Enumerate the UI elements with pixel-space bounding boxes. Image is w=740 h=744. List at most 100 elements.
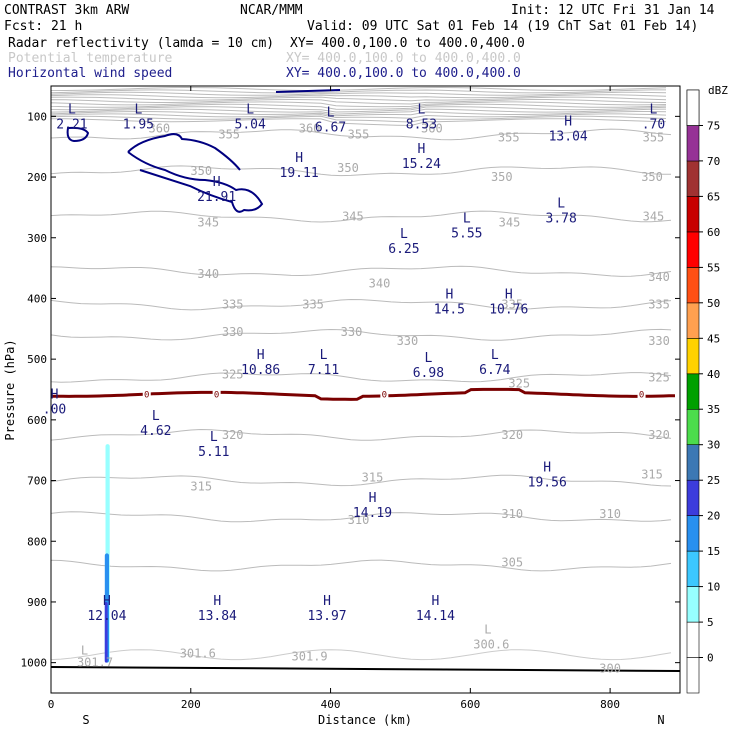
theta-extremum: L <box>81 644 88 658</box>
theta-contour <box>51 511 672 523</box>
theta-label: 360 <box>421 121 443 135</box>
wind-extremum-type: L <box>650 102 658 117</box>
theta-contour <box>51 165 671 177</box>
wind-extremum-type: L <box>417 102 425 117</box>
theta-label: 335 <box>222 298 244 312</box>
wind-extremum-value: 19.56 <box>528 475 567 490</box>
y-tick-label: 400 <box>27 292 47 305</box>
colorbar-label: 65 <box>707 190 720 203</box>
colorbar-swatch <box>686 586 700 623</box>
theta-extremum: L <box>484 622 491 636</box>
theta-label: 301.9 <box>292 650 328 664</box>
wind-extremum-type: H <box>51 388 59 403</box>
theta-contour-upper <box>51 110 667 117</box>
wind-extremum-value: .70 <box>642 117 665 132</box>
colorbar-label: 60 <box>707 226 720 239</box>
theta-label: 360 <box>148 121 170 135</box>
theta-contour <box>51 128 672 141</box>
theta-contour-upper <box>51 96 667 102</box>
freezing-level-label-bg <box>142 389 151 399</box>
theta-contour-upper <box>51 98 667 105</box>
colorbar-swatch <box>686 408 700 446</box>
theta-label: 301.7 <box>77 656 113 670</box>
field-name-reflectivity: Radar reflectivity (lamda = 10 cm) <box>8 36 274 51</box>
theta-contour <box>51 474 672 487</box>
wind-extremum-value: 21.91 <box>197 190 236 205</box>
colorbar-swatch <box>686 302 700 339</box>
wind-extremum-type: H <box>103 594 111 609</box>
theta-contour-upper <box>51 94 667 99</box>
wind-extremum-value: 13.84 <box>198 609 237 624</box>
theta-contour <box>51 265 672 277</box>
theta-contour-surface <box>51 649 672 661</box>
theta-contour-upper <box>51 101 667 108</box>
x-tick-label: 800 <box>600 698 620 711</box>
colorbar-label: 70 <box>707 155 720 168</box>
colorbar-bottom-swatch <box>686 657 700 694</box>
wind-extremum-type: H <box>213 594 221 609</box>
colorbar-label: 50 <box>707 297 720 310</box>
theta-label: 350 <box>491 170 513 184</box>
field-xy-reflectivity: XY= 400.0,100.0 to 400.0,400.0 <box>290 36 525 51</box>
freezing-level-label: 0 <box>382 390 387 400</box>
wind-extremum-value: 3.78 <box>546 211 577 226</box>
x-tick-label: 0 <box>48 698 55 711</box>
init-time: Init: 12 UTC Fri 31 Jan 14 <box>511 3 715 18</box>
theta-contour-upper <box>51 108 667 115</box>
wind-extremum-value: 10.86 <box>241 363 280 378</box>
colorbar-label: 55 <box>707 261 720 274</box>
theta-label: 315 <box>362 471 384 485</box>
theta-contour-upper <box>51 91 667 96</box>
theta-label: 325 <box>648 370 670 384</box>
wind-extremum-value: 1.95 <box>123 117 154 132</box>
y-tick-label: 800 <box>27 535 47 548</box>
colorbar-swatch <box>686 373 700 410</box>
theta-label: 315 <box>190 480 212 494</box>
wind-extremum-type: L <box>463 212 471 227</box>
field-xy-theta: XY= 400.0,100.0 to 400.0,400.0 <box>286 51 521 66</box>
wind-extremum-value: 12.04 <box>87 609 126 624</box>
wind-extremum-value: 5.04 <box>235 117 266 132</box>
wind-extremum-value: 5.55 <box>451 227 482 242</box>
wind-extremum-value: 6.74 <box>479 363 510 378</box>
colorbar-swatch <box>686 125 700 162</box>
wind-extremum-type: H <box>295 151 303 166</box>
wind-extremum-value: 7.11 <box>308 363 339 378</box>
y-tick-label: 200 <box>27 171 47 184</box>
wind-extremum-type: L <box>68 102 76 117</box>
colorbar-label: 0 <box>707 652 714 665</box>
field-xy-wind: XY= 400.0,100.0 to 400.0,400.0 <box>286 66 521 81</box>
y-tick-label: 500 <box>27 353 47 366</box>
colorbar-swatch <box>686 479 700 517</box>
colorbar-label: 20 <box>707 510 720 523</box>
wind-extremum-type: H <box>213 175 221 190</box>
theta-contour-upper <box>51 115 667 123</box>
wind-extremum-type: L <box>400 227 408 242</box>
colorbar-label: 30 <box>707 439 720 452</box>
theta-label: 315 <box>641 467 663 481</box>
wind-contour-jet <box>127 133 264 213</box>
theta-contour <box>51 372 672 383</box>
wind-extremum-type: L <box>327 105 335 120</box>
x-tick-label: 200 <box>181 698 201 711</box>
theta-label: 325 <box>222 367 244 381</box>
y-axis-label: Pressure (hPa) <box>3 339 17 440</box>
freezing-level-label: 0 <box>214 390 219 400</box>
theta-label: 345 <box>342 210 364 224</box>
colorbar-unit: dBZ <box>708 84 728 97</box>
wind-extremum-type: H <box>505 287 513 302</box>
wind-extremum-type: H <box>323 594 331 609</box>
wind-contour-left <box>66 126 90 143</box>
wind-extremum-type: H <box>369 491 377 506</box>
y-tick-label: 1000 <box>21 657 48 670</box>
wind-extremum-type: L <box>424 351 432 366</box>
plot-frame <box>50 85 681 694</box>
wind-extremum-value: 15.24 <box>402 157 441 172</box>
theta-label: 355 <box>643 131 665 145</box>
y-tick-label: 600 <box>27 414 47 427</box>
wind-contour-top <box>275 89 341 93</box>
theta-contour-upper <box>51 103 667 110</box>
freezing-level-label: 0 <box>639 390 644 400</box>
freezing-level-label-bg <box>637 389 646 399</box>
